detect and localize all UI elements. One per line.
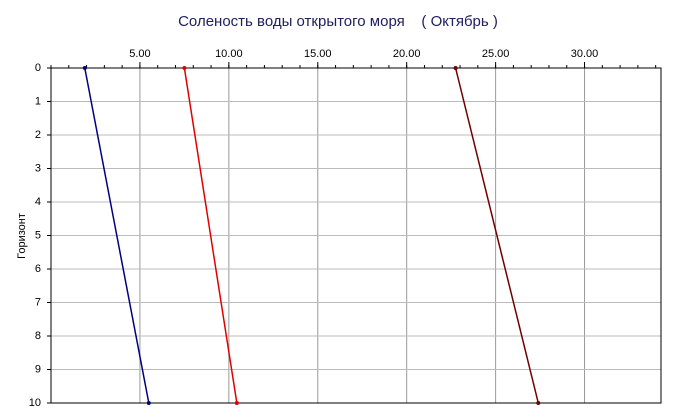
series-line	[183, 67, 238, 404]
x-tick-label: 5.00	[129, 48, 150, 60]
point	[146, 401, 151, 405]
y-tick-label: 0	[35, 62, 41, 74]
x-tick-label: 10.00	[215, 48, 243, 60]
chart-title: Соленость воды открытого моря ( Октябрь …	[178, 13, 498, 30]
y-tick-label: 5	[35, 229, 41, 241]
series-line	[454, 67, 540, 404]
y-tick-label: 9	[35, 363, 41, 375]
point	[182, 66, 187, 70]
y-tick-label: 6	[35, 263, 41, 275]
y-axis-label: Горизонт	[16, 213, 28, 259]
x-tick-label: 25.00	[482, 48, 510, 60]
y-tick-label: 2	[35, 129, 41, 141]
point	[82, 66, 87, 70]
y-tick-label: 4	[35, 196, 41, 208]
point	[536, 401, 541, 405]
y-tick-label: 1	[35, 95, 41, 107]
x-tick-label: 30.00	[571, 48, 599, 60]
series-line	[84, 67, 150, 404]
y-tick-label: 8	[35, 330, 41, 342]
x-tick-label: 15.00	[304, 48, 332, 60]
y-tick-label: 10	[29, 397, 41, 409]
y-tick-label: 3	[35, 162, 41, 174]
x-tick-label: 20.00	[393, 48, 421, 60]
plot-border	[50, 67, 662, 404]
y-tick-label: 7	[35, 296, 41, 308]
point	[234, 401, 239, 405]
point	[453, 66, 458, 70]
